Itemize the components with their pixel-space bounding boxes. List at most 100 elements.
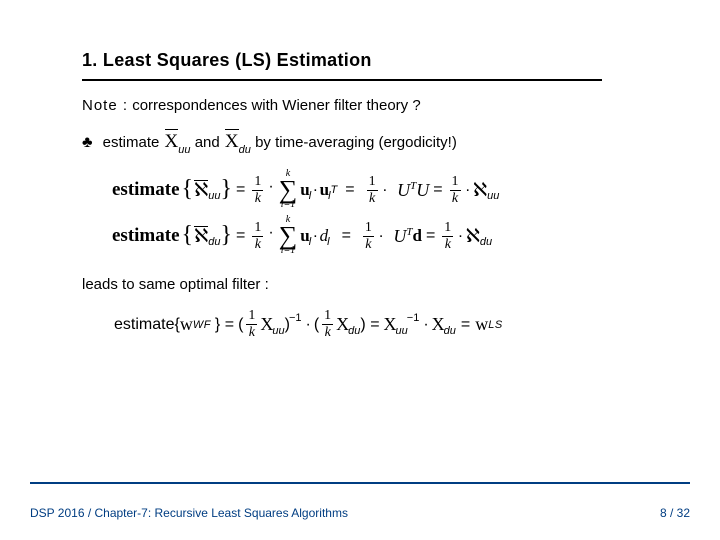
eq2-Xbar: ℵ xyxy=(193,225,209,248)
sigma-bot: l=1 xyxy=(281,247,296,256)
footer-right: 8 / 32 xyxy=(660,506,690,520)
frac-num: 1 xyxy=(246,309,257,325)
frac-den: k xyxy=(363,237,373,252)
eq2-Xsub: du xyxy=(208,236,220,248)
footer-left: DSP 2016 / Chapter-7: Recursive Least Sq… xyxy=(30,506,348,520)
xbar-du-sub: du xyxy=(239,144,251,156)
eq1-frac3: 1 k xyxy=(450,175,461,206)
eq1-UT: UTU xyxy=(397,180,429,201)
eq1-result-sub: uu xyxy=(487,190,499,202)
frac-num: 1 xyxy=(442,221,453,237)
eq2-result: ℵ xyxy=(465,225,481,248)
eq2-U: U xyxy=(393,226,406,246)
frac-num: 1 xyxy=(252,175,263,191)
note-text: correspondences with Wiener filter theor… xyxy=(132,97,420,114)
eq2-dot2: . xyxy=(313,224,317,242)
eq1-rbrace: } xyxy=(220,180,232,199)
frac-den: k xyxy=(253,237,263,252)
frac-den: k xyxy=(253,191,263,206)
eq2-frac1: 1 k xyxy=(252,221,263,252)
sigma-sym: ∑ xyxy=(279,225,298,247)
eq2-frac2: 1 k xyxy=(363,221,374,252)
eq1-Xsub: uu xyxy=(208,190,220,202)
bullet-tail: by time-averaging (ergodicity!) xyxy=(255,134,457,151)
slide: 1. Least Squares (LS) Estimation Note : … xyxy=(0,0,720,540)
eq2-frac3: 1 k xyxy=(442,221,453,252)
final-label: estimate{ xyxy=(114,316,180,334)
final-dot1: · xyxy=(306,316,311,334)
eq2-ul-sub: l xyxy=(309,236,311,248)
eq1-result: ℵ xyxy=(472,179,488,202)
final-w: w xyxy=(180,314,193,335)
eq1-lbrace: { xyxy=(182,180,194,199)
final-close: } = xyxy=(215,316,234,334)
slide-content: 1. Least Squares (LS) Estimation Note : … xyxy=(82,50,642,340)
final-Xuu1-sub: uu xyxy=(272,325,284,337)
xbar-uu-sub: uu xyxy=(178,144,190,156)
eq1-dot3: . xyxy=(383,178,387,196)
frac-den: k xyxy=(367,191,377,206)
heading-rule xyxy=(82,79,602,81)
footer: DSP 2016 / Chapter-7: Recursive Least Sq… xyxy=(30,506,690,520)
eq2-eq1: = xyxy=(236,227,245,245)
note-line: Note : correspondences with Wiener filte… xyxy=(82,95,642,118)
final-Xdu1-sub: du xyxy=(348,325,360,337)
eq1-Xbar: ℵ xyxy=(193,179,209,202)
xbar-uu: X xyxy=(164,128,180,157)
eq2-dbold: d xyxy=(412,226,421,246)
eq1-dot1: · xyxy=(268,178,273,196)
frac-den: k xyxy=(450,191,460,206)
equation-1: estimate { ℵuu } = 1 k · k ∑ l=1 ul . ul… xyxy=(112,170,642,210)
final-eq3: = xyxy=(461,316,470,334)
frac-den: k xyxy=(443,237,453,252)
equation-block: estimate { ℵuu } = 1 k · k ∑ l=1 ul . ul… xyxy=(112,170,642,256)
eq2-dot1: · xyxy=(268,224,273,242)
frac-den: k xyxy=(323,325,333,340)
eq1-dot2: . xyxy=(313,178,317,196)
frac-num: 1 xyxy=(367,175,378,191)
final-p2o: ( xyxy=(314,316,319,334)
final-equation: estimate{ wWF } = ( 1 k Xuu ) −1 · ( 1 k… xyxy=(114,309,642,340)
final-wsub: WF xyxy=(193,319,211,331)
eq1-sigma: k ∑ l=1 xyxy=(279,170,298,209)
xbar-du: X xyxy=(224,128,240,157)
eq2-rbrace: } xyxy=(220,226,232,245)
final-neg1b: −1 xyxy=(407,312,420,324)
bullet-line: ♣ estimate Xuu and Xdu by time-averaging… xyxy=(82,128,642,157)
eq2-result-sub: du xyxy=(480,236,492,248)
frac-den: k xyxy=(247,325,257,340)
final-frac2: 1 k xyxy=(322,309,333,340)
eq2-sigma: k ∑ l=1 xyxy=(279,216,298,255)
eq1-ul-sub: l xyxy=(309,190,311,202)
eq1-frac2: 1 k xyxy=(367,175,378,206)
leads-line: leads to same optimal filter : xyxy=(82,276,642,293)
eq1-eq1: = xyxy=(236,181,245,199)
eq1-label: estimate xyxy=(112,179,180,201)
frac-num: 1 xyxy=(450,175,461,191)
eq2-eq3: = xyxy=(426,227,435,245)
eq1-dot4: . xyxy=(466,178,470,196)
final-dot2: · xyxy=(423,316,428,334)
final-wls-sub: LS xyxy=(488,319,502,331)
final-p2c: ) = xyxy=(360,316,379,334)
eq1-U2: U xyxy=(416,180,429,200)
final-Xdu2-sub: du xyxy=(444,325,456,337)
eq1-ulT-sub: l xyxy=(328,190,330,202)
final-frac1: 1 k xyxy=(246,309,257,340)
note-label: Note : xyxy=(82,97,128,114)
final-wls: w xyxy=(475,314,488,335)
eq1-eq2: = xyxy=(345,181,354,199)
final-Xuu2-sub: uu xyxy=(396,325,408,337)
final-neg1a: −1 xyxy=(289,312,302,324)
eq2-lbrace: { xyxy=(182,226,194,245)
club-icon: ♣ xyxy=(82,134,93,151)
eq1-eq3: = xyxy=(433,181,442,199)
eq2-eq2: = xyxy=(342,227,351,245)
eq2-dot3: . xyxy=(379,224,383,242)
section-heading: 1. Least Squares (LS) Estimation xyxy=(82,50,642,71)
footer-rule xyxy=(30,482,690,484)
sigma-bot: l=1 xyxy=(281,201,296,210)
eq2-dl-sub: l xyxy=(327,236,329,248)
eq1-ulT-sup: T xyxy=(331,184,338,196)
frac-num: 1 xyxy=(322,309,333,325)
